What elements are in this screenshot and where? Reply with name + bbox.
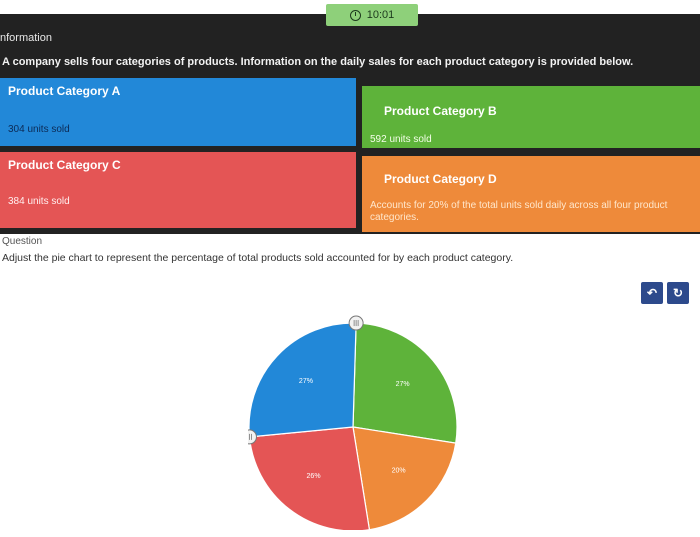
pie-slice-label-1: 27%	[396, 381, 410, 388]
timer-text: 10:01	[366, 9, 395, 21]
pie-slice-2	[352, 426, 457, 531]
pie-chart[interactable]: 27% 20% 26% 27%	[241, 290, 468, 532]
product-category-a-units: 304 units sold	[8, 124, 70, 135]
product-category-c-units: 384 units sold	[8, 196, 70, 207]
pie-chart-svg[interactable]: 27% 20% 26% 27%	[241, 290, 468, 532]
pie-slice-4	[248, 322, 357, 438]
pie-slice-label-3: 26%	[307, 473, 321, 480]
pie-slice-label-4: 27%	[299, 378, 313, 385]
information-panel: nformation A company sells four categori…	[0, 14, 700, 234]
question-label: Question	[2, 236, 43, 247]
timer-badge: 10:01	[326, 4, 418, 26]
product-category-a-title: Product Category A	[8, 84, 121, 98]
reset-button[interactable]: ↻	[667, 282, 689, 304]
pie-slice-1	[352, 322, 458, 444]
pie-slice-label-2: 20%	[392, 468, 406, 475]
reset-icon: ↻	[672, 286, 684, 300]
clock-icon	[349, 9, 361, 21]
product-category-c-card: Product Category C 384 units sold	[0, 152, 356, 228]
product-category-d-description: Accounts for 20% of the total units sold…	[370, 200, 668, 223]
product-category-a-card: Product Category A 304 units sold	[0, 78, 356, 146]
product-category-b-card: Product Category B 592 units sold	[362, 86, 700, 148]
question-text: Adjust the pie chart to represent the pe…	[2, 252, 514, 264]
information-intro-text: A company sells four categories of produ…	[2, 56, 634, 68]
product-category-d-title: Product Category D	[384, 172, 497, 186]
product-category-d-card: Product Category D Accounts for 20% of t…	[362, 156, 700, 232]
undo-icon: ↶	[646, 286, 658, 300]
undo-button[interactable]: ↶	[641, 282, 663, 304]
product-category-b-units: 592 units sold	[370, 134, 432, 145]
product-category-b-title: Product Category B	[384, 104, 497, 118]
product-category-c-title: Product Category C	[8, 158, 121, 172]
information-heading: nformation	[0, 32, 52, 44]
